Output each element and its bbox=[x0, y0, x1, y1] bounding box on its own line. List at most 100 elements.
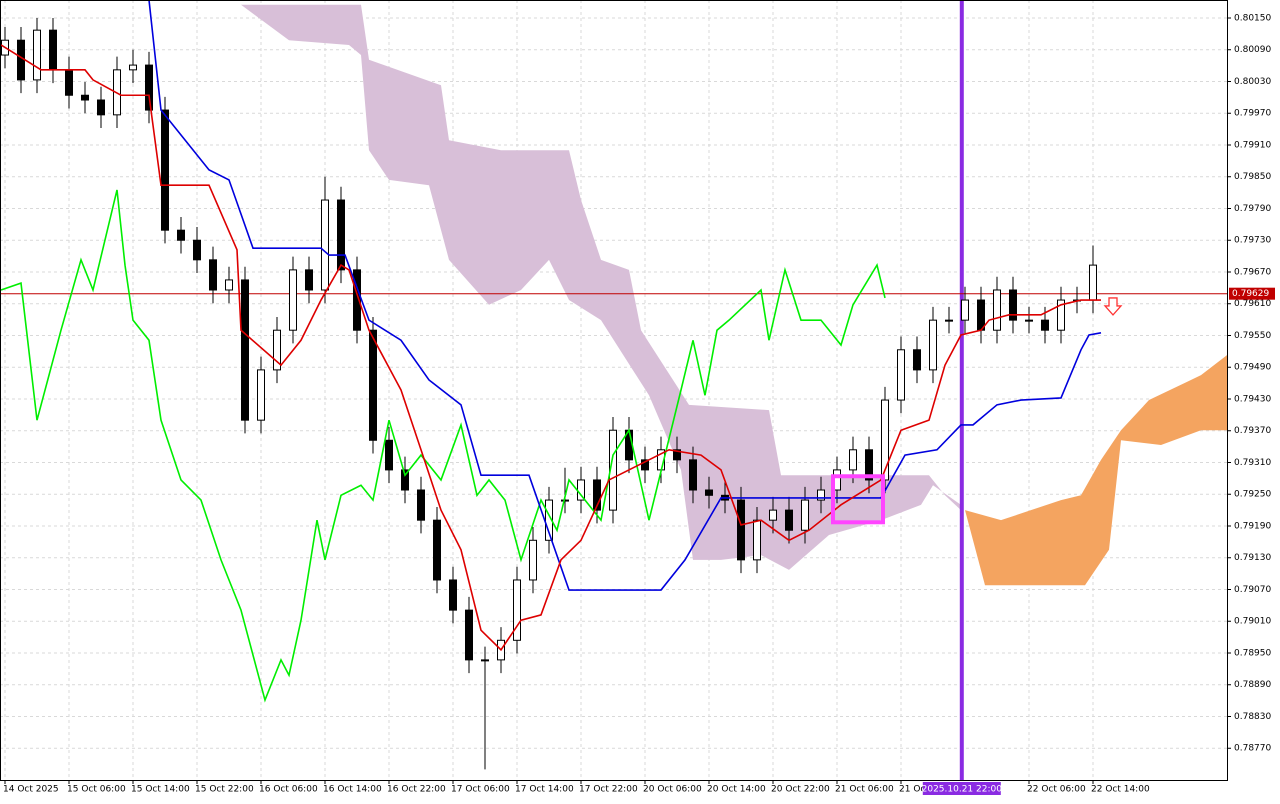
candle-body bbox=[321, 199, 329, 291]
candle-body bbox=[161, 109, 169, 231]
candle-body bbox=[673, 449, 681, 461]
candle-body bbox=[1089, 264, 1097, 301]
candle-body bbox=[129, 64, 137, 71]
y-tick-label: 0.79670 bbox=[1234, 267, 1271, 277]
y-tick-label: 0.79010 bbox=[1234, 617, 1271, 627]
y-tick-label: 0.79910 bbox=[1234, 140, 1271, 150]
candle-body bbox=[737, 499, 745, 561]
candle-body bbox=[465, 609, 473, 661]
price-label: 0.79629 bbox=[1232, 289, 1269, 299]
candle-body bbox=[385, 439, 393, 471]
candle-body bbox=[369, 329, 377, 441]
x-tick-label: 15 Oct 06:00 bbox=[67, 785, 126, 795]
x-tick-label: 21 Oct 06:00 bbox=[835, 785, 894, 795]
y-tick-label: 0.79370 bbox=[1234, 426, 1271, 436]
candle-body bbox=[705, 489, 713, 496]
candle-body bbox=[993, 289, 1001, 331]
candle-body bbox=[481, 659, 489, 662]
candle-body bbox=[641, 459, 649, 471]
y-tick-label: 0.79730 bbox=[1234, 236, 1271, 246]
y-tick-label: 0.78830 bbox=[1234, 712, 1271, 722]
candle-body bbox=[1041, 319, 1049, 331]
candle-body bbox=[257, 369, 265, 421]
candle-body bbox=[801, 499, 809, 531]
x-tick-label: 22 Oct 14:00 bbox=[1091, 785, 1150, 795]
candle-body bbox=[753, 519, 761, 561]
candle-body bbox=[561, 499, 569, 502]
indicator-line bbox=[0, 189, 886, 703]
candle-body bbox=[49, 29, 57, 71]
y-tick-label: 0.79430 bbox=[1234, 394, 1271, 404]
x-tick-label: 16 Oct 06:00 bbox=[259, 785, 318, 795]
candle-body bbox=[401, 469, 409, 491]
marker-label: 2025.10.21 22:00 bbox=[922, 785, 1003, 795]
candle-body bbox=[769, 509, 777, 521]
x-tick-label: 15 Oct 14:00 bbox=[131, 785, 190, 795]
x-tick-label: 16 Oct 14:00 bbox=[323, 785, 382, 795]
x-tick-label: 20 Oct 06:00 bbox=[643, 785, 702, 795]
x-tick-label: 16 Oct 22:00 bbox=[387, 785, 446, 795]
x-tick-label: 14 Oct 2025 bbox=[3, 785, 59, 795]
candle-body bbox=[81, 94, 89, 101]
x-tick-label: 22 Oct 06:00 bbox=[1027, 785, 1086, 795]
y-tick-label: 0.80090 bbox=[1234, 45, 1271, 55]
candle-body bbox=[513, 579, 521, 641]
x-tick-label: 15 Oct 22:00 bbox=[195, 785, 254, 795]
indicator-line bbox=[0, 44, 1101, 652]
candle-body bbox=[305, 269, 313, 291]
candle-body bbox=[417, 489, 425, 521]
candle-body bbox=[945, 319, 953, 322]
candle-body bbox=[1025, 319, 1033, 322]
signal-arrow bbox=[1103, 297, 1123, 316]
y-tick-label: 0.79790 bbox=[1234, 204, 1271, 214]
y-tick-label: 0.79610 bbox=[1234, 299, 1271, 309]
candle-body bbox=[593, 479, 601, 511]
x-tick-label: 20 Oct 22:00 bbox=[771, 785, 830, 795]
candle-body bbox=[897, 349, 905, 401]
candle-body bbox=[433, 519, 441, 581]
y-tick-label: 0.79970 bbox=[1234, 109, 1271, 119]
ichimoku-cloud bbox=[965, 355, 1227, 586]
y-tick-label: 0.79310 bbox=[1234, 458, 1271, 468]
candle-body bbox=[817, 489, 825, 501]
marker-label-bg bbox=[922, 782, 1001, 795]
y-tick-label: 0.79190 bbox=[1234, 521, 1271, 531]
candle-body bbox=[1057, 299, 1065, 331]
candle-body bbox=[977, 299, 985, 331]
candle-body bbox=[33, 29, 41, 81]
y-tick-label: 0.79130 bbox=[1234, 553, 1271, 563]
plot-frame bbox=[0, 0, 1228, 781]
candle-body bbox=[209, 259, 217, 291]
candle-body bbox=[241, 279, 249, 421]
candle-body bbox=[337, 199, 345, 271]
candle-body bbox=[177, 229, 185, 241]
candle-body bbox=[1009, 289, 1017, 321]
indicator-line bbox=[148, 0, 1102, 591]
candle-body bbox=[849, 449, 857, 471]
y-tick-label: 0.80030 bbox=[1234, 77, 1271, 87]
candle-body bbox=[145, 64, 153, 111]
candle-body bbox=[913, 349, 921, 371]
y-tick-label: 0.79250 bbox=[1234, 490, 1271, 500]
candle-body bbox=[689, 459, 697, 491]
y-tick-label: 0.78890 bbox=[1234, 680, 1271, 690]
candle-body bbox=[65, 69, 73, 96]
x-tick-label: 17 Oct 14:00 bbox=[515, 785, 574, 795]
candle-body bbox=[865, 449, 873, 481]
x-tick-label: 17 Oct 06:00 bbox=[451, 785, 510, 795]
candle-body bbox=[17, 39, 25, 81]
candle-body bbox=[785, 509, 793, 531]
x-tick-label: 17 Oct 22:00 bbox=[579, 785, 638, 795]
highlight-box bbox=[831, 474, 885, 525]
y-tick-label: 0.80150 bbox=[1234, 13, 1271, 23]
ichimoku-cloud bbox=[241, 4, 961, 570]
candle-body bbox=[193, 239, 201, 261]
candle-body bbox=[353, 269, 361, 331]
y-tick-label: 0.79070 bbox=[1234, 585, 1271, 595]
y-tick-label: 0.79850 bbox=[1234, 172, 1271, 182]
y-tick-label: 0.78770 bbox=[1234, 744, 1271, 754]
y-tick-label: 0.79490 bbox=[1234, 363, 1271, 373]
candle-body bbox=[273, 329, 281, 371]
candle-body bbox=[961, 299, 969, 321]
